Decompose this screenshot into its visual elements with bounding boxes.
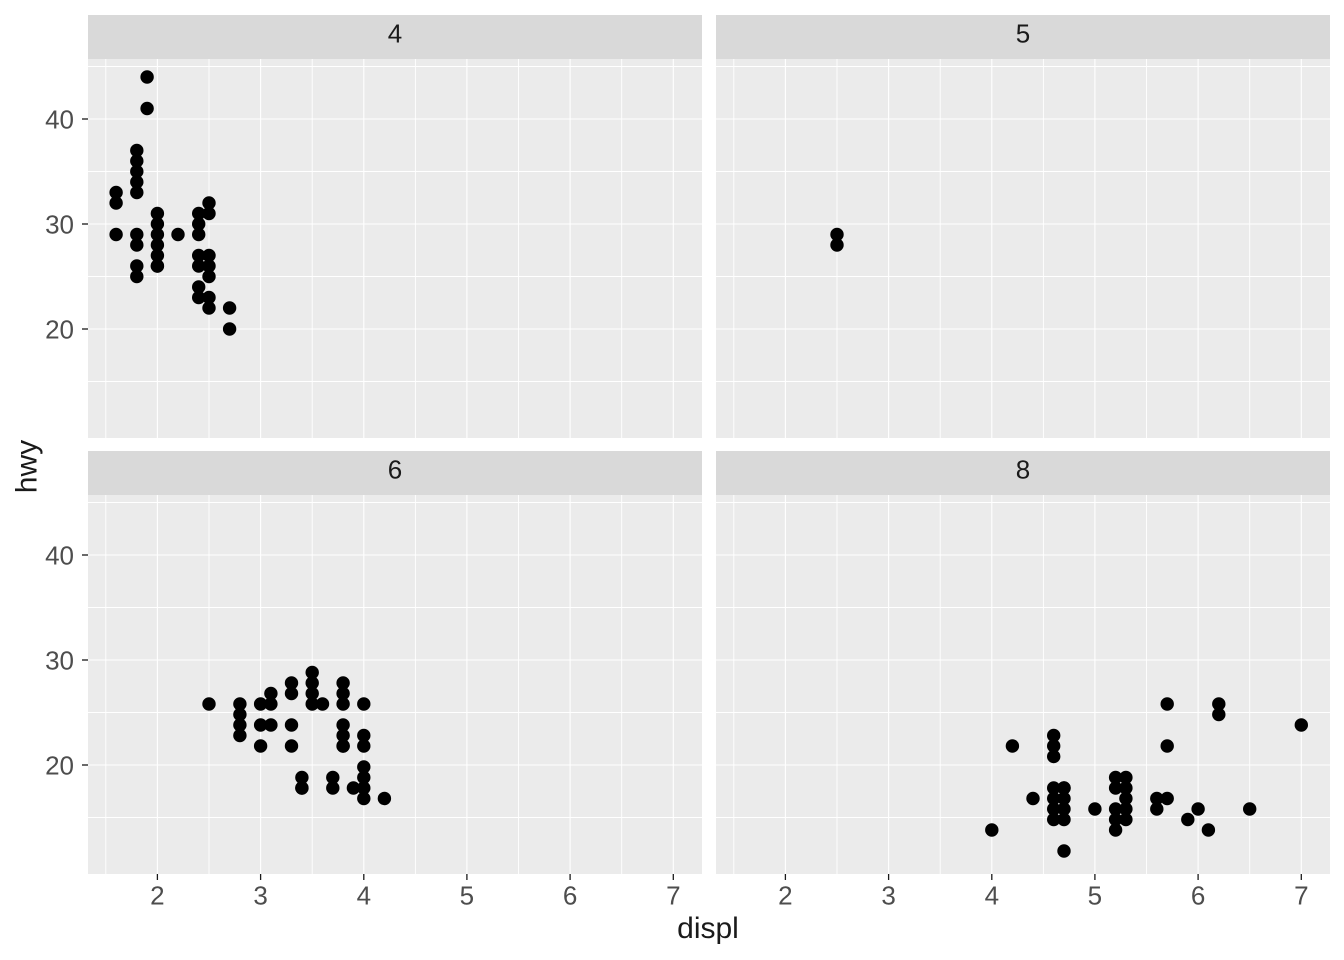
- svg-text:5: 5: [460, 881, 474, 911]
- svg-text:hwy: hwy: [11, 440, 44, 493]
- svg-text:3: 3: [253, 881, 267, 911]
- svg-text:4: 4: [985, 881, 999, 911]
- svg-text:displ: displ: [677, 912, 739, 945]
- svg-text:7: 7: [1294, 881, 1308, 911]
- svg-text:20: 20: [45, 751, 74, 781]
- svg-text:7: 7: [666, 881, 680, 911]
- svg-text:6: 6: [388, 455, 402, 485]
- svg-text:2: 2: [778, 881, 792, 911]
- svg-text:5: 5: [1088, 881, 1102, 911]
- svg-text:20: 20: [45, 315, 74, 345]
- svg-text:8: 8: [1016, 455, 1030, 485]
- svg-text:40: 40: [45, 541, 74, 571]
- svg-text:6: 6: [563, 881, 577, 911]
- svg-text:30: 30: [45, 646, 74, 676]
- svg-text:30: 30: [45, 210, 74, 240]
- svg-text:4: 4: [357, 881, 371, 911]
- svg-text:4: 4: [388, 19, 402, 49]
- svg-text:40: 40: [45, 105, 74, 135]
- svg-text:2: 2: [150, 881, 164, 911]
- svg-text:5: 5: [1016, 19, 1030, 49]
- svg-text:3: 3: [881, 881, 895, 911]
- svg-text:6: 6: [1191, 881, 1205, 911]
